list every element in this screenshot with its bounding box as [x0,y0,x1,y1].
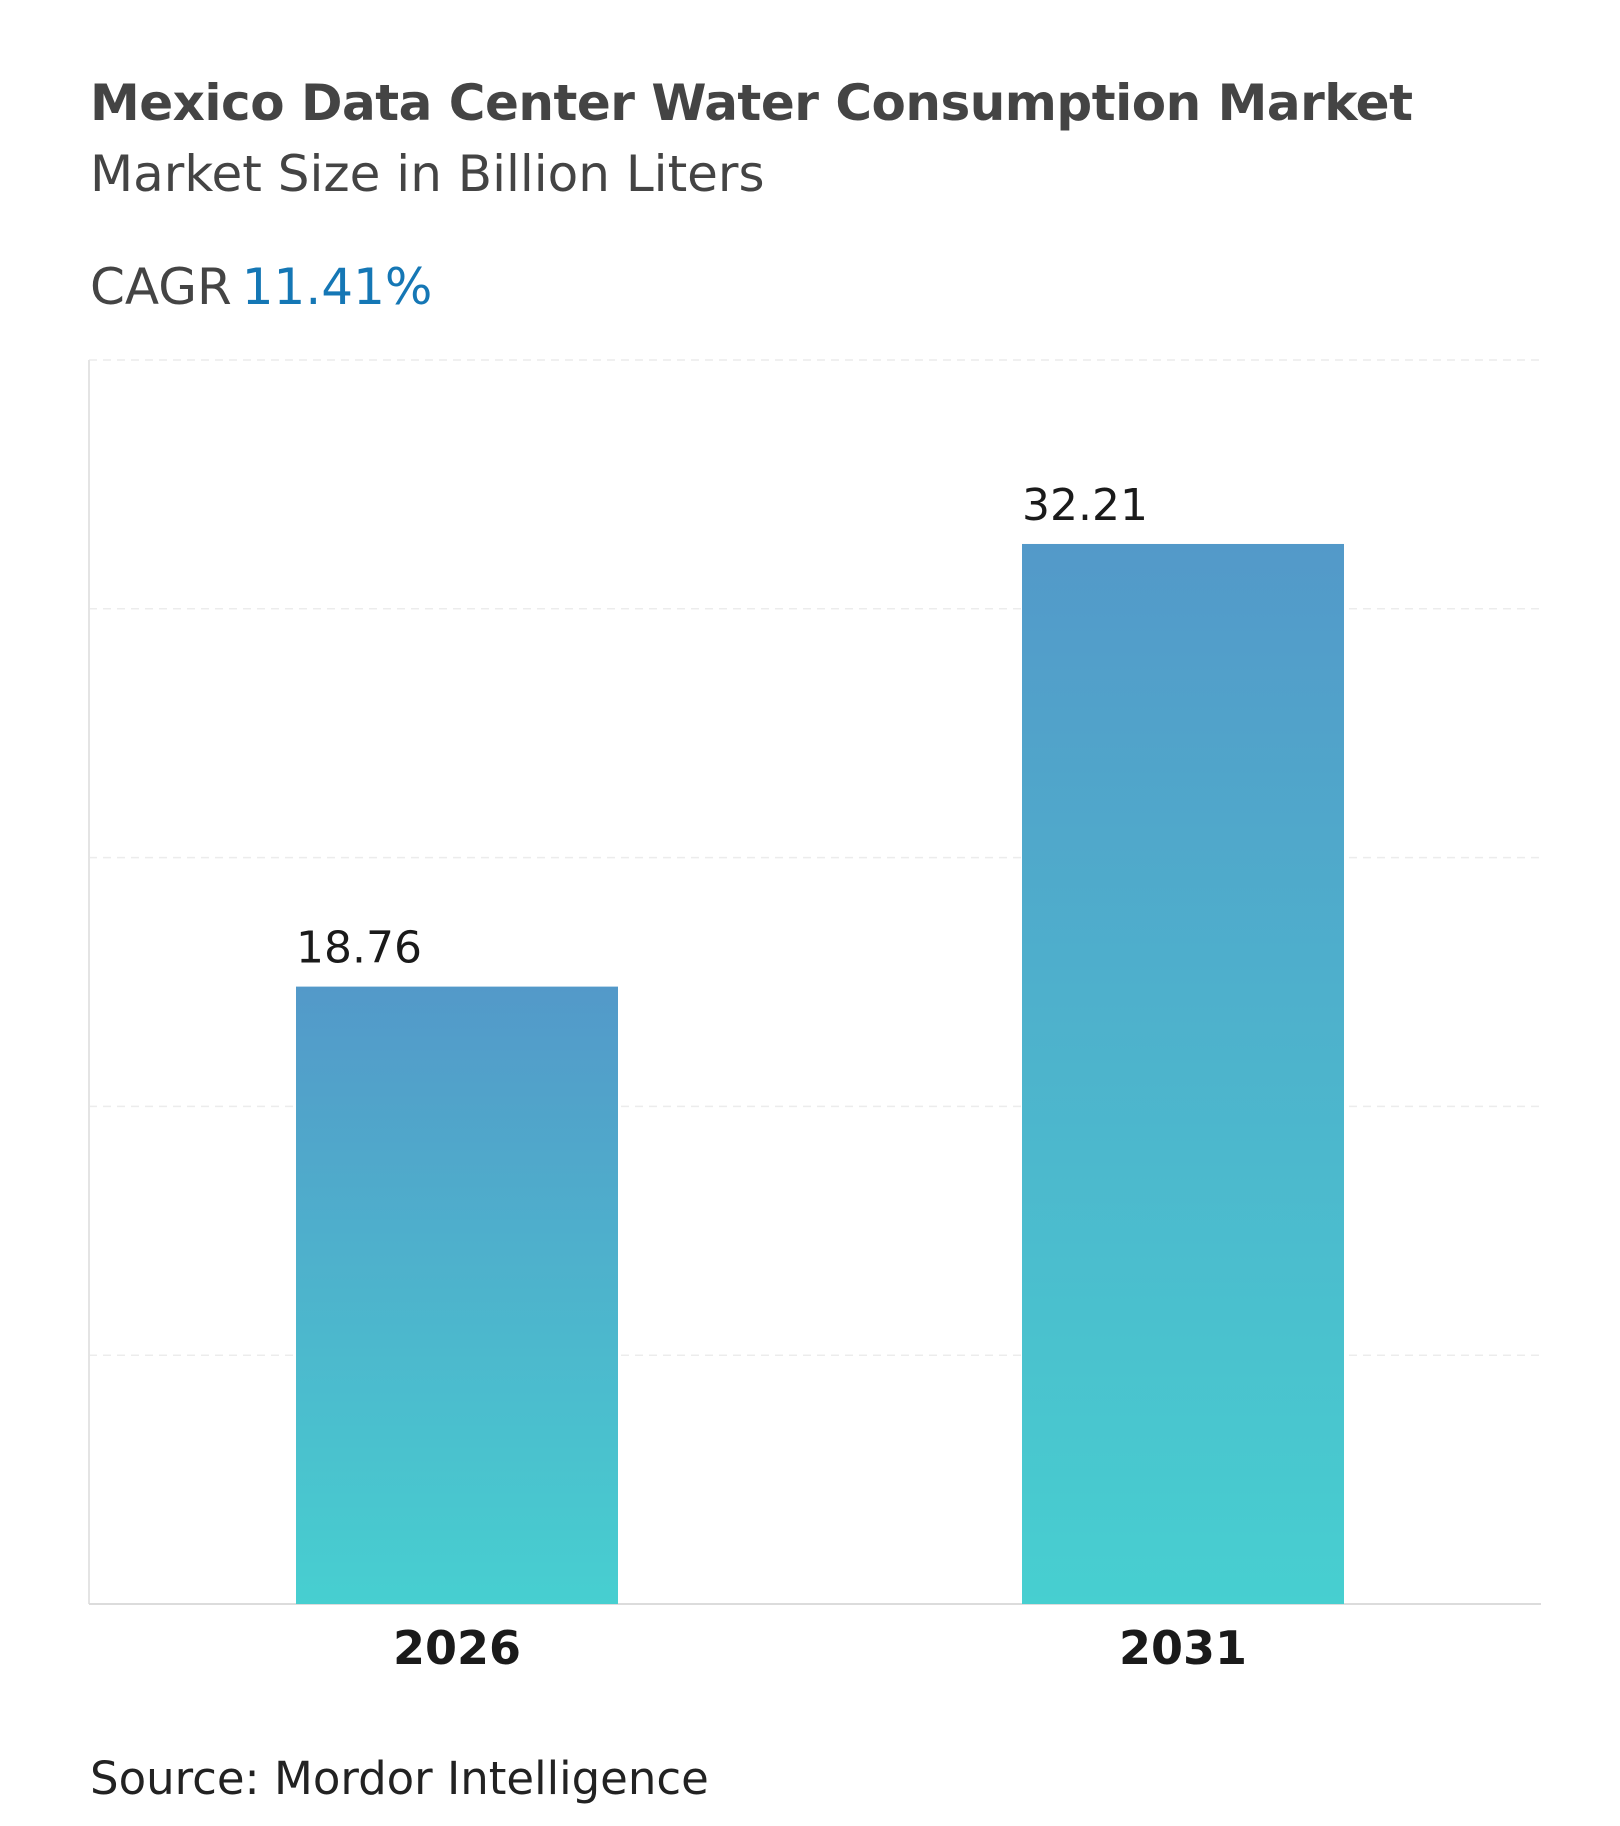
data-label: 32.21 [1022,480,1148,531]
cagr: CAGR 11.41% [90,258,432,316]
x-tick-label: 2031 [1119,1621,1247,1675]
bar-2031 [1022,543,1344,1604]
source-note: Source: Mordor Intelligence [90,1752,709,1805]
bar-2026 [296,986,618,1604]
cagr-value: 11.41% [241,258,433,316]
data-label: 18.76 [296,923,422,974]
cagr-label: CAGR [90,258,232,316]
chart-subtitle: Market Size in Billion Liters [90,145,765,203]
chart-title: Mexico Data Center Water Consumption Mar… [90,74,1413,132]
x-tick-label: 2026 [393,1621,521,1675]
